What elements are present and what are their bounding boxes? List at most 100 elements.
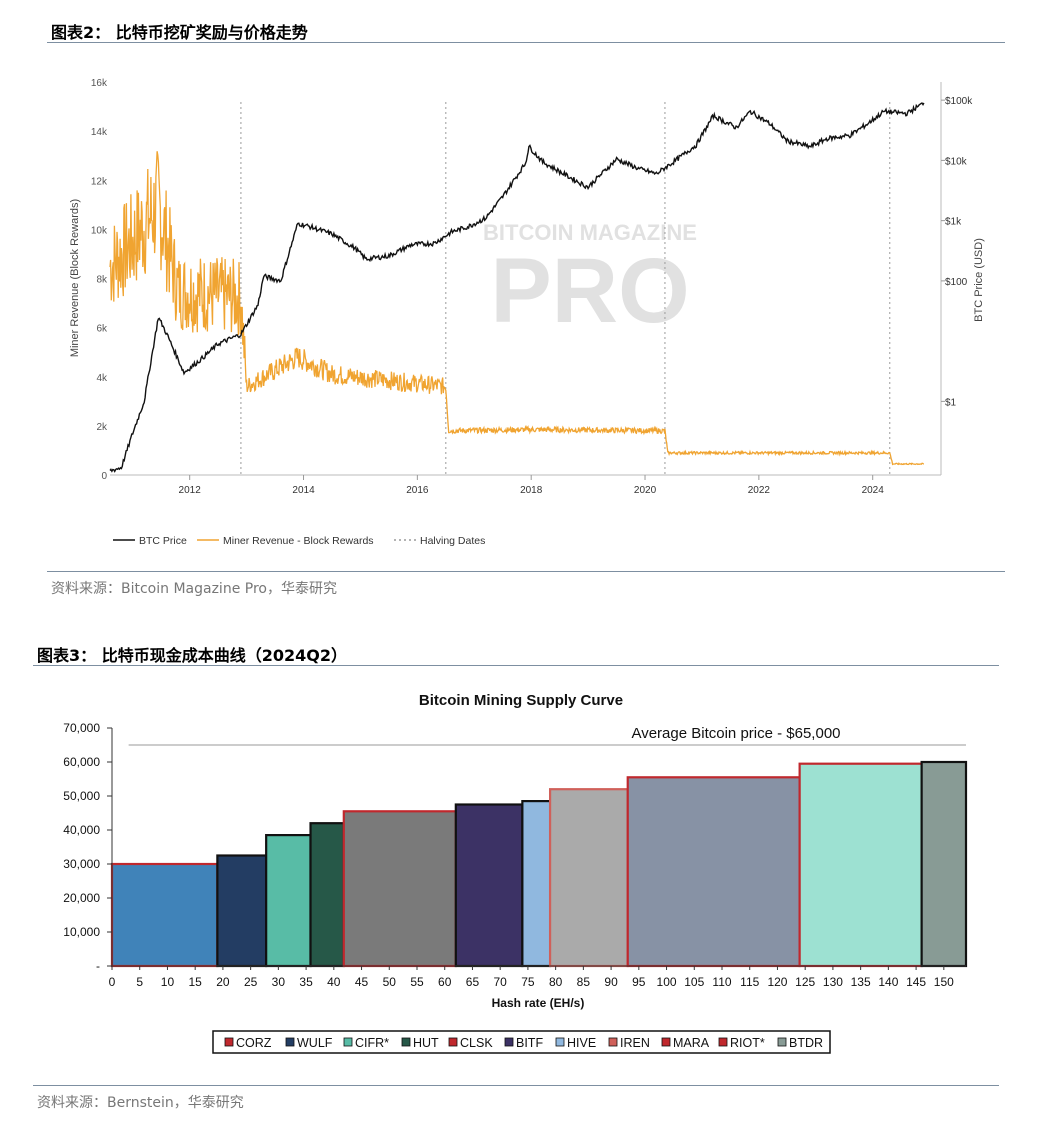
y-tick-label: 70,000 (63, 721, 100, 735)
legend-label: HIVE (567, 1036, 596, 1050)
x-tick-label: 45 (355, 975, 369, 989)
y-tick-label: 50,000 (63, 789, 100, 803)
y-tick-label: 10,000 (63, 925, 100, 939)
bar-bitf (454, 803, 524, 968)
x-axis-title: Hash rate (EH/s) (492, 996, 585, 1010)
x-tick-label: 115 (740, 975, 759, 989)
legend-label: Halving Dates (420, 535, 485, 547)
y-tick-label: 40,000 (63, 823, 100, 837)
legend-label: WULF (297, 1036, 333, 1050)
bar-cifr (265, 834, 312, 968)
x-tick-label: 110 (712, 975, 731, 989)
bar-corz (110, 862, 219, 968)
legend-label: CLSK (460, 1036, 493, 1050)
legend-swatch (555, 1037, 565, 1047)
y2-tick-label: $100k (945, 96, 973, 107)
y-tick-label: 30,000 (63, 857, 100, 871)
legend-label: Miner Revenue - Block Rewards (223, 535, 374, 547)
x-tick-label: 60 (438, 975, 452, 989)
y-tick-label: 8k (96, 275, 108, 286)
figure3-title-rule (33, 665, 999, 666)
legend-box (212, 1030, 831, 1054)
legend-swatch (504, 1037, 514, 1047)
bar-iren (548, 788, 629, 968)
x-tick-label: 85 (577, 975, 591, 989)
y-tick-label: 6k (96, 324, 108, 335)
legend-label: CIFR* (355, 1036, 389, 1050)
figure2-title: 图表2： 比特币挖矿奖励与价格走势 (51, 23, 308, 42)
y-tick-label: 14k (91, 127, 108, 138)
x-tick-label: 150 (934, 975, 954, 989)
x-tick-label: 55 (410, 975, 424, 989)
legend: CORZ WULF CIFR* HUT CLSK BITF HIVE IREN MARA RIOT… (212, 1030, 831, 1054)
y2-tick-label: $1 (945, 397, 957, 408)
x-tick-label: 50 (383, 975, 397, 989)
figure2-source-rule (47, 571, 1005, 572)
series-line-miner-revenue (109, 151, 924, 466)
legend-label: BTDR (789, 1036, 823, 1050)
legend-swatch (224, 1037, 234, 1047)
figure2-source: 资料来源：Bitcoin Magazine Pro，华泰研究 (51, 581, 337, 597)
y-tick-label: 0 (101, 471, 107, 482)
x-tick-label: 2024 (862, 485, 885, 496)
chart-title: Bitcoin Mining Supply Curve (419, 692, 623, 709)
x-tick-label: 2012 (179, 485, 202, 496)
legend-swatch (401, 1037, 411, 1047)
bar-wulf (216, 854, 268, 968)
legend-swatch (285, 1037, 295, 1047)
legend-swatch (608, 1037, 618, 1047)
right-axis-title: BTC Price (USD) (973, 238, 985, 322)
legend-swatch (777, 1037, 787, 1047)
y-tick-label: 20,000 (63, 891, 100, 905)
legend-label: IREN (620, 1036, 650, 1050)
x-tick-label: 2014 (292, 485, 315, 496)
y-tick-label: 16k (91, 78, 108, 89)
x-tick-label: 40 (327, 975, 341, 989)
bar-hut (309, 822, 345, 968)
bar-riot (798, 762, 923, 968)
x-tick-label: 145 (906, 975, 926, 989)
series-line-btc-price (109, 102, 925, 473)
bar-hive (521, 799, 552, 968)
legend-label: RIOT* (730, 1036, 765, 1050)
watermark: BITCOIN MAGAZINE PRO (483, 220, 697, 342)
x-tick-label: 135 (851, 975, 871, 989)
x-tick-label: 105 (684, 975, 704, 989)
y-tick-label: - (96, 959, 100, 973)
legend-swatch (661, 1037, 671, 1047)
legend-label: CORZ (236, 1036, 272, 1050)
figure3-title: 图表3： 比特币现金成本曲线（2024Q2） (37, 646, 347, 665)
bar-btdr (920, 760, 968, 968)
x-tick-label: 120 (767, 975, 787, 989)
y2-tick-label: $1k (945, 217, 962, 228)
figure3-source: 资料来源：Bernstein，华泰研究 (37, 1095, 244, 1111)
reference-line-label: Average Bitcoin price - $65,000 (631, 725, 840, 742)
x-tick-label: 0 (109, 975, 116, 989)
x-tick-label: 2016 (406, 485, 429, 496)
x-tick-label: 30 (272, 975, 286, 989)
left-axis-title: Miner Revenue (Block Rewards) (69, 199, 81, 357)
x-tick-label: 100 (657, 975, 677, 989)
x-tick-label: 15 (189, 975, 203, 989)
x-tick-label: 35 (299, 975, 313, 989)
mining-supply-curve-chart: Bitcoin Mining Supply Curve Average Bitc… (63, 692, 968, 1054)
legend-swatch (448, 1037, 458, 1047)
x-tick-label: 10 (161, 975, 175, 989)
x-tick-label: 65 (466, 975, 480, 989)
btc-revenue-price-chart: BITCOIN MAGAZINE PRO 0 2k 4k 6k 8k 10k 12k 14k 1… (69, 78, 985, 547)
y2-tick-label: $100 (945, 277, 968, 288)
x-tick-label: 25 (244, 975, 258, 989)
watermark-top-text: BITCOIN MAGAZINE (483, 220, 697, 245)
x-tick-label: 70 (494, 975, 508, 989)
x-tick-label: 130 (823, 975, 843, 989)
x-tick-label: 95 (632, 975, 646, 989)
y-tick-label: 10k (91, 225, 108, 236)
watermark-main-text: PRO (490, 240, 689, 342)
figure3-source-rule (33, 1085, 999, 1086)
legend-swatch (718, 1037, 728, 1047)
legend-swatch (343, 1037, 353, 1047)
bar-mara (626, 776, 801, 968)
y-tick-label: 12k (91, 176, 108, 187)
bar-clsk (342, 810, 457, 968)
x-tick-label: 2018 (520, 485, 543, 496)
